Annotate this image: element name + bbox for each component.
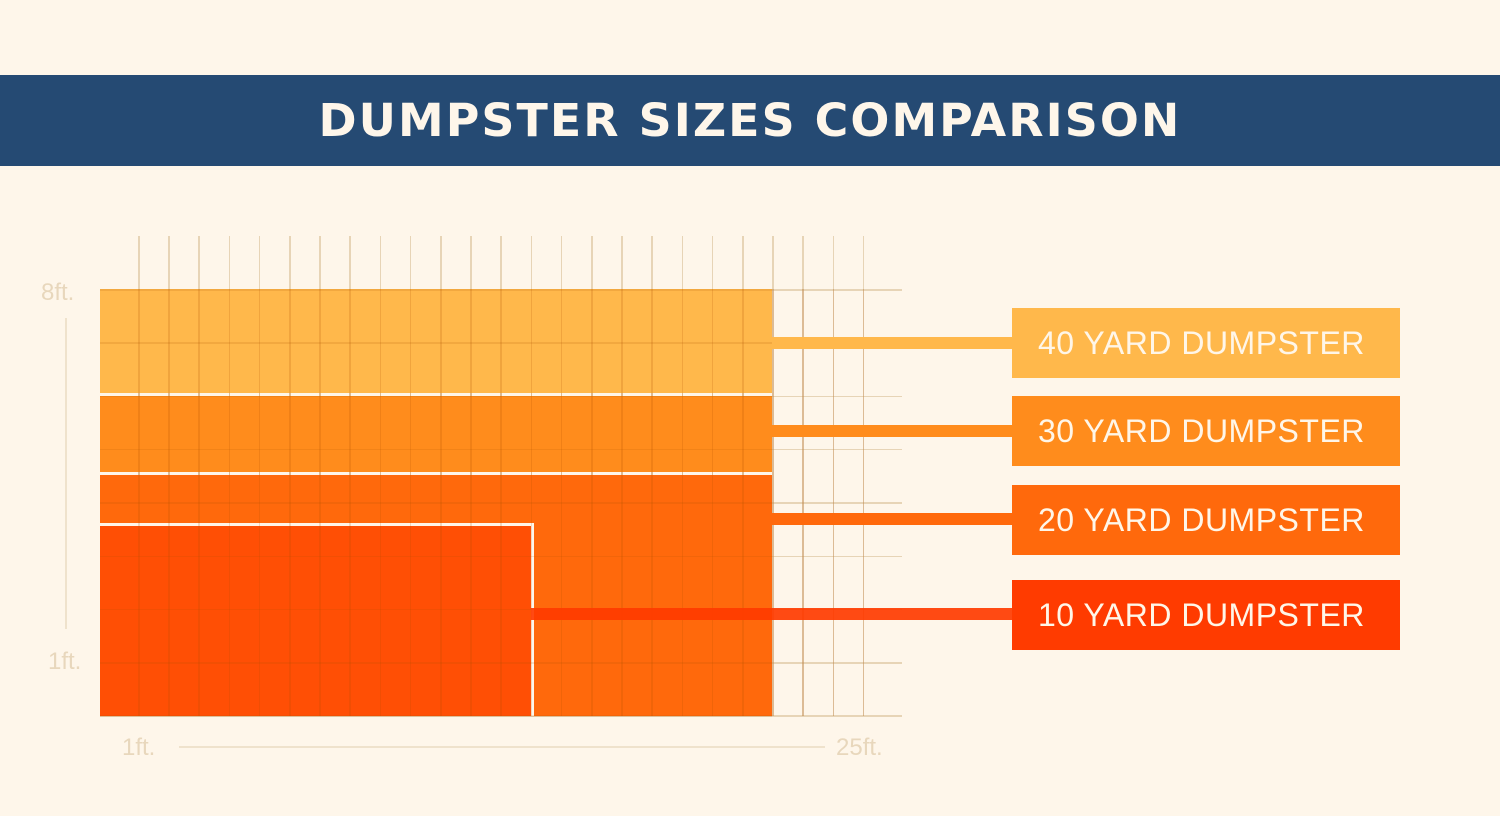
grid-line-vertical: [168, 289, 170, 716]
title-banner: DUMPSTER SIZES COMPARISON: [0, 75, 1500, 166]
y-axis-line: [65, 318, 67, 629]
block-10-yard: [100, 523, 534, 716]
grid-line-vertical: [711, 289, 714, 716]
x-axis-right-label: 25ft.: [836, 734, 883, 761]
connector-40-yard: [772, 337, 1012, 349]
grid-line-vertical: [621, 289, 623, 716]
legend-10-yard: 10 YARD DUMPSTER: [1012, 580, 1400, 650]
grid-line-vertical: [138, 289, 140, 716]
grid-line-horizontal: [100, 715, 902, 717]
x-axis-left-label: 1ft.: [122, 734, 156, 761]
grid-line-horizontal: [100, 395, 772, 398]
grid-line-vertical: [349, 289, 351, 716]
connector-30-yard: [772, 425, 1012, 437]
grid-line-vertical: [862, 236, 865, 716]
grid-line-horizontal: [100, 662, 772, 664]
grid-line-vertical: [742, 289, 744, 716]
grid-line-vertical: [681, 289, 684, 716]
grid-line-vertical: [530, 289, 533, 716]
legend-label: 20 YARD DUMPSTER: [1038, 501, 1365, 538]
grid-line-vertical: [289, 289, 291, 716]
grid-line-horizontal: [100, 502, 772, 504]
grid-line-vertical: [651, 289, 653, 716]
grid-line-vertical: [228, 289, 231, 716]
grid-line-vertical: [409, 289, 412, 716]
legend-20-yard: 20 YARD DUMPSTER: [1012, 485, 1400, 555]
grid-line-vertical: [258, 289, 261, 716]
grid-line-vertical: [591, 289, 593, 716]
legend-label: 10 YARD DUMPSTER: [1038, 596, 1365, 633]
grid-line-vertical: [500, 289, 502, 716]
grid-line-vertical: [560, 289, 563, 716]
legend-label: 30 YARD DUMPSTER: [1038, 412, 1365, 449]
connector-10-yard: [531, 608, 1012, 620]
y-axis-top-label: 8ft.: [41, 279, 75, 306]
block-30-yard: [100, 396, 772, 472]
grid-line-vertical: [198, 289, 200, 716]
connector-20-yard: [772, 513, 1012, 525]
grid-line-vertical: [802, 236, 804, 716]
grid-line-horizontal: [100, 289, 772, 291]
legend-30-yard: 30 YARD DUMPSTER: [1012, 396, 1400, 466]
y-axis-bottom-label: 1ft.: [48, 648, 82, 675]
grid-line-horizontal: [100, 608, 772, 611]
grid-line-vertical: [379, 289, 382, 716]
grid-line-horizontal: [100, 448, 772, 451]
grid-line-vertical: [772, 236, 774, 716]
grid-line-vertical: [319, 289, 321, 716]
x-axis-line: [179, 746, 825, 748]
grid-line-horizontal: [100, 555, 772, 557]
grid-line-vertical: [470, 289, 472, 716]
block-40-yard: [100, 289, 772, 393]
grid-line-vertical: [862, 289, 865, 716]
grid-line-vertical: [440, 289, 442, 716]
legend-40-yard: 40 YARD DUMPSTER: [1012, 308, 1400, 378]
grid-line-vertical: [802, 289, 804, 716]
legend-label: 40 YARD DUMPSTER: [1038, 324, 1365, 361]
page-title: DUMPSTER SIZES COMPARISON: [318, 94, 1182, 147]
grid-line-horizontal: [100, 342, 772, 344]
grid-line-vertical: [832, 236, 835, 716]
grid-line-vertical: [772, 289, 774, 716]
grid-line-vertical: [832, 289, 835, 716]
grid-line-horizontal: [100, 715, 772, 717]
